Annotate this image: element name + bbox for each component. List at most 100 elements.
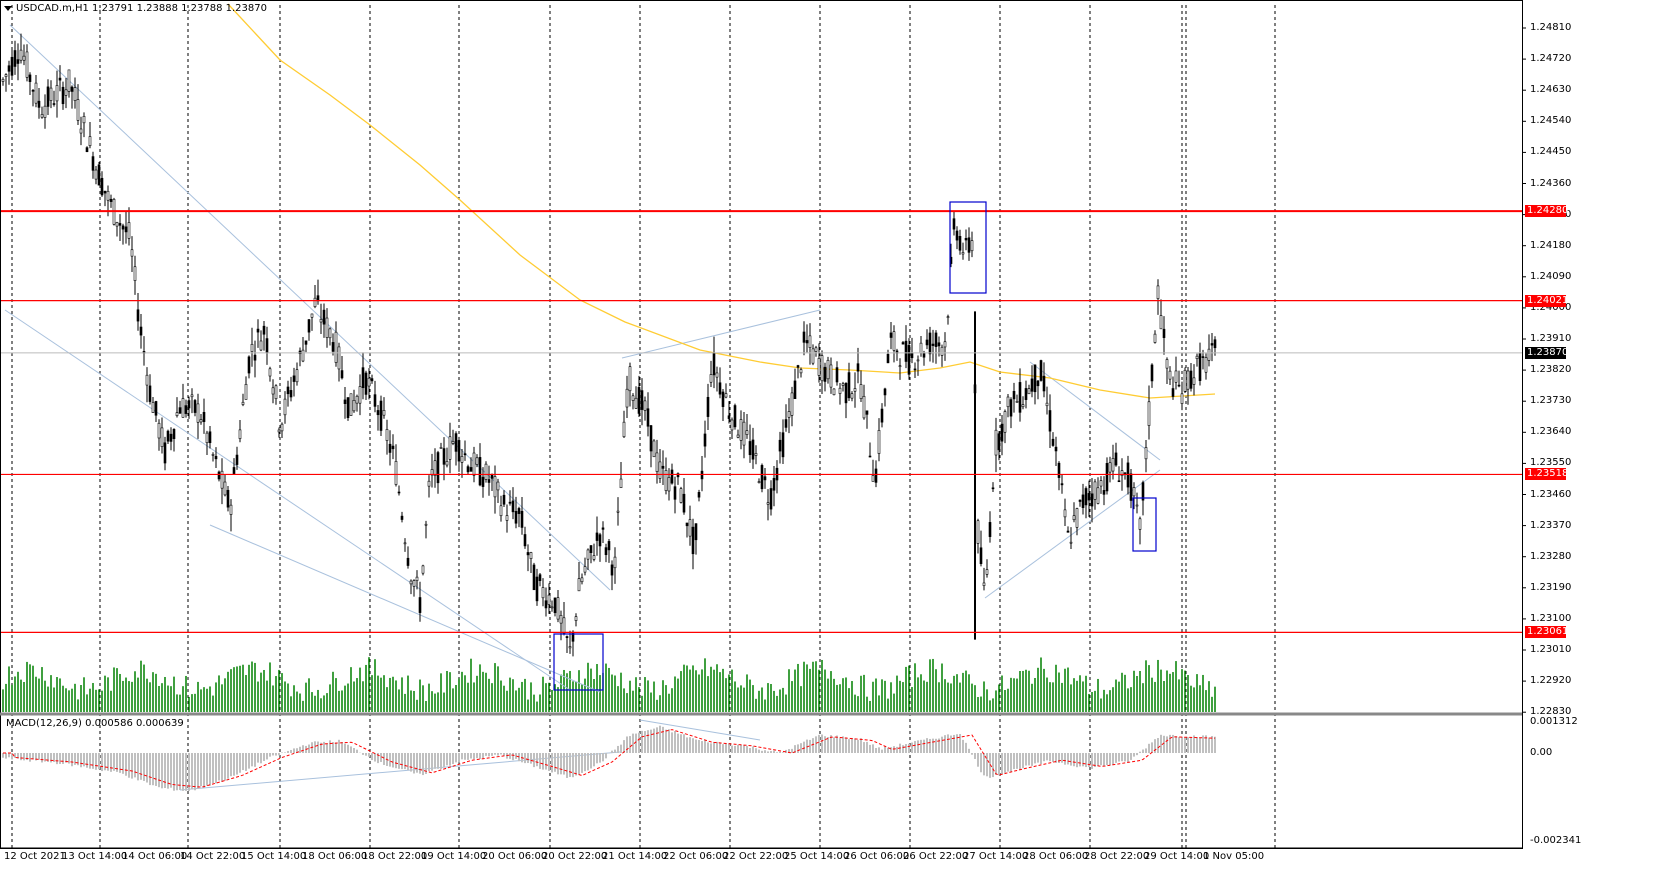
candle-body xyxy=(772,477,776,491)
time-tick-label: 25 Oct 14:00 xyxy=(784,851,850,862)
candle-body xyxy=(688,519,692,537)
candle-body xyxy=(691,526,695,555)
candle-body xyxy=(208,431,212,444)
candle-body xyxy=(13,50,17,67)
price-tick-label: 1.23370 xyxy=(1530,519,1572,531)
candle-body xyxy=(163,442,167,464)
candle-body xyxy=(835,367,839,383)
candle-body xyxy=(175,412,179,416)
candle-body xyxy=(313,297,317,307)
price-tick-label: 1.23640 xyxy=(1530,426,1572,438)
price-tick-label: 1.24540 xyxy=(1530,115,1572,127)
candle-body xyxy=(490,474,494,479)
candle-body xyxy=(580,577,584,583)
candle-body xyxy=(637,387,641,414)
candle-body xyxy=(763,476,767,481)
candle-body xyxy=(514,511,518,524)
candle-body xyxy=(115,222,119,227)
candle-body xyxy=(271,387,275,395)
time-tick-label: 28 Oct 22:00 xyxy=(1084,851,1150,862)
candle-body xyxy=(1162,328,1166,338)
candle-body xyxy=(1063,509,1067,518)
candle-body xyxy=(373,394,377,407)
candle-body xyxy=(724,393,728,398)
candle-body xyxy=(913,368,917,371)
price-tick-label: 1.23280 xyxy=(1530,550,1572,562)
candle-body xyxy=(1000,423,1004,442)
candle-body xyxy=(100,177,104,196)
candle-body xyxy=(325,317,329,338)
candle-body xyxy=(703,433,707,447)
candle-body xyxy=(1150,364,1154,382)
candle-body xyxy=(1141,482,1145,501)
candle-body xyxy=(808,335,812,349)
price-level-tag: 1.23870 xyxy=(1525,346,1569,359)
candle-body xyxy=(868,455,872,458)
candle-body xyxy=(916,359,920,362)
time-tick-label: 18 Oct 22:00 xyxy=(362,851,428,862)
candle-body xyxy=(667,477,671,492)
moving-average xyxy=(227,3,1216,399)
candle-body xyxy=(841,383,845,386)
candle-body xyxy=(886,353,890,364)
macd-tick-label: -0.002341 xyxy=(1530,835,1582,846)
candle-body xyxy=(1018,382,1022,413)
candle-body xyxy=(346,397,350,418)
price-tick-label: 1.24000 xyxy=(1530,301,1572,313)
price-tick-label: 1.24090 xyxy=(1530,270,1572,282)
candle-body xyxy=(892,331,896,351)
candle-body xyxy=(859,384,863,399)
candle-body xyxy=(55,85,59,102)
candle-body xyxy=(826,359,830,380)
candle-body xyxy=(943,341,947,348)
candle-body xyxy=(592,555,596,560)
candle-body xyxy=(634,397,638,409)
candle-body xyxy=(220,470,224,489)
chart-border xyxy=(0,0,1523,849)
candle-body xyxy=(31,90,35,92)
candle-body xyxy=(262,325,266,335)
candle-body xyxy=(1027,388,1031,395)
candle-body xyxy=(1102,490,1106,495)
time-tick-label: 22 Oct 22:00 xyxy=(723,851,789,862)
time-tick-label: 19 Oct 14:00 xyxy=(421,851,487,862)
candle-body xyxy=(823,366,827,382)
candle-body xyxy=(334,331,338,363)
price-tick-label: 1.23190 xyxy=(1530,581,1572,593)
candle-body xyxy=(649,425,653,452)
candle-body xyxy=(901,342,905,345)
candle-body xyxy=(103,190,107,194)
candle-body xyxy=(457,440,461,462)
candle-body xyxy=(547,594,551,605)
symbol-quote: USDCAD.m,H1 1.23791 1.23888 1.23788 1.23… xyxy=(16,3,267,14)
candle-body xyxy=(322,309,326,325)
candle-body xyxy=(979,547,983,564)
candle-body xyxy=(694,523,698,541)
time-tick-label: 15 Oct 14:00 xyxy=(241,851,307,862)
price-tick-label: 1.23730 xyxy=(1530,395,1572,407)
symbol-header[interactable]: USDCAD.m,H1 1.23791 1.23888 1.23788 1.23… xyxy=(4,3,267,14)
candle-body xyxy=(832,388,836,396)
dropdown-arrow-icon[interactable] xyxy=(4,5,12,11)
candle-body xyxy=(190,394,194,398)
candle-body xyxy=(502,494,506,505)
candle-body xyxy=(676,473,680,478)
candle-body xyxy=(49,87,53,101)
candle-body xyxy=(652,440,656,458)
candle-body xyxy=(862,395,866,419)
candle-body xyxy=(670,469,674,484)
candle-body xyxy=(433,460,437,476)
price-tick-label: 1.24810 xyxy=(1530,22,1572,33)
candle-body xyxy=(817,358,821,376)
price-tick-label: 1.24720 xyxy=(1530,53,1572,65)
candle-body xyxy=(292,375,296,382)
candle-body xyxy=(358,386,362,404)
candle-body xyxy=(631,395,635,401)
candle-body xyxy=(1072,515,1076,521)
candle-body xyxy=(682,493,686,513)
candle-body xyxy=(310,313,314,318)
candle-body xyxy=(34,82,38,104)
candle-body xyxy=(421,565,425,574)
